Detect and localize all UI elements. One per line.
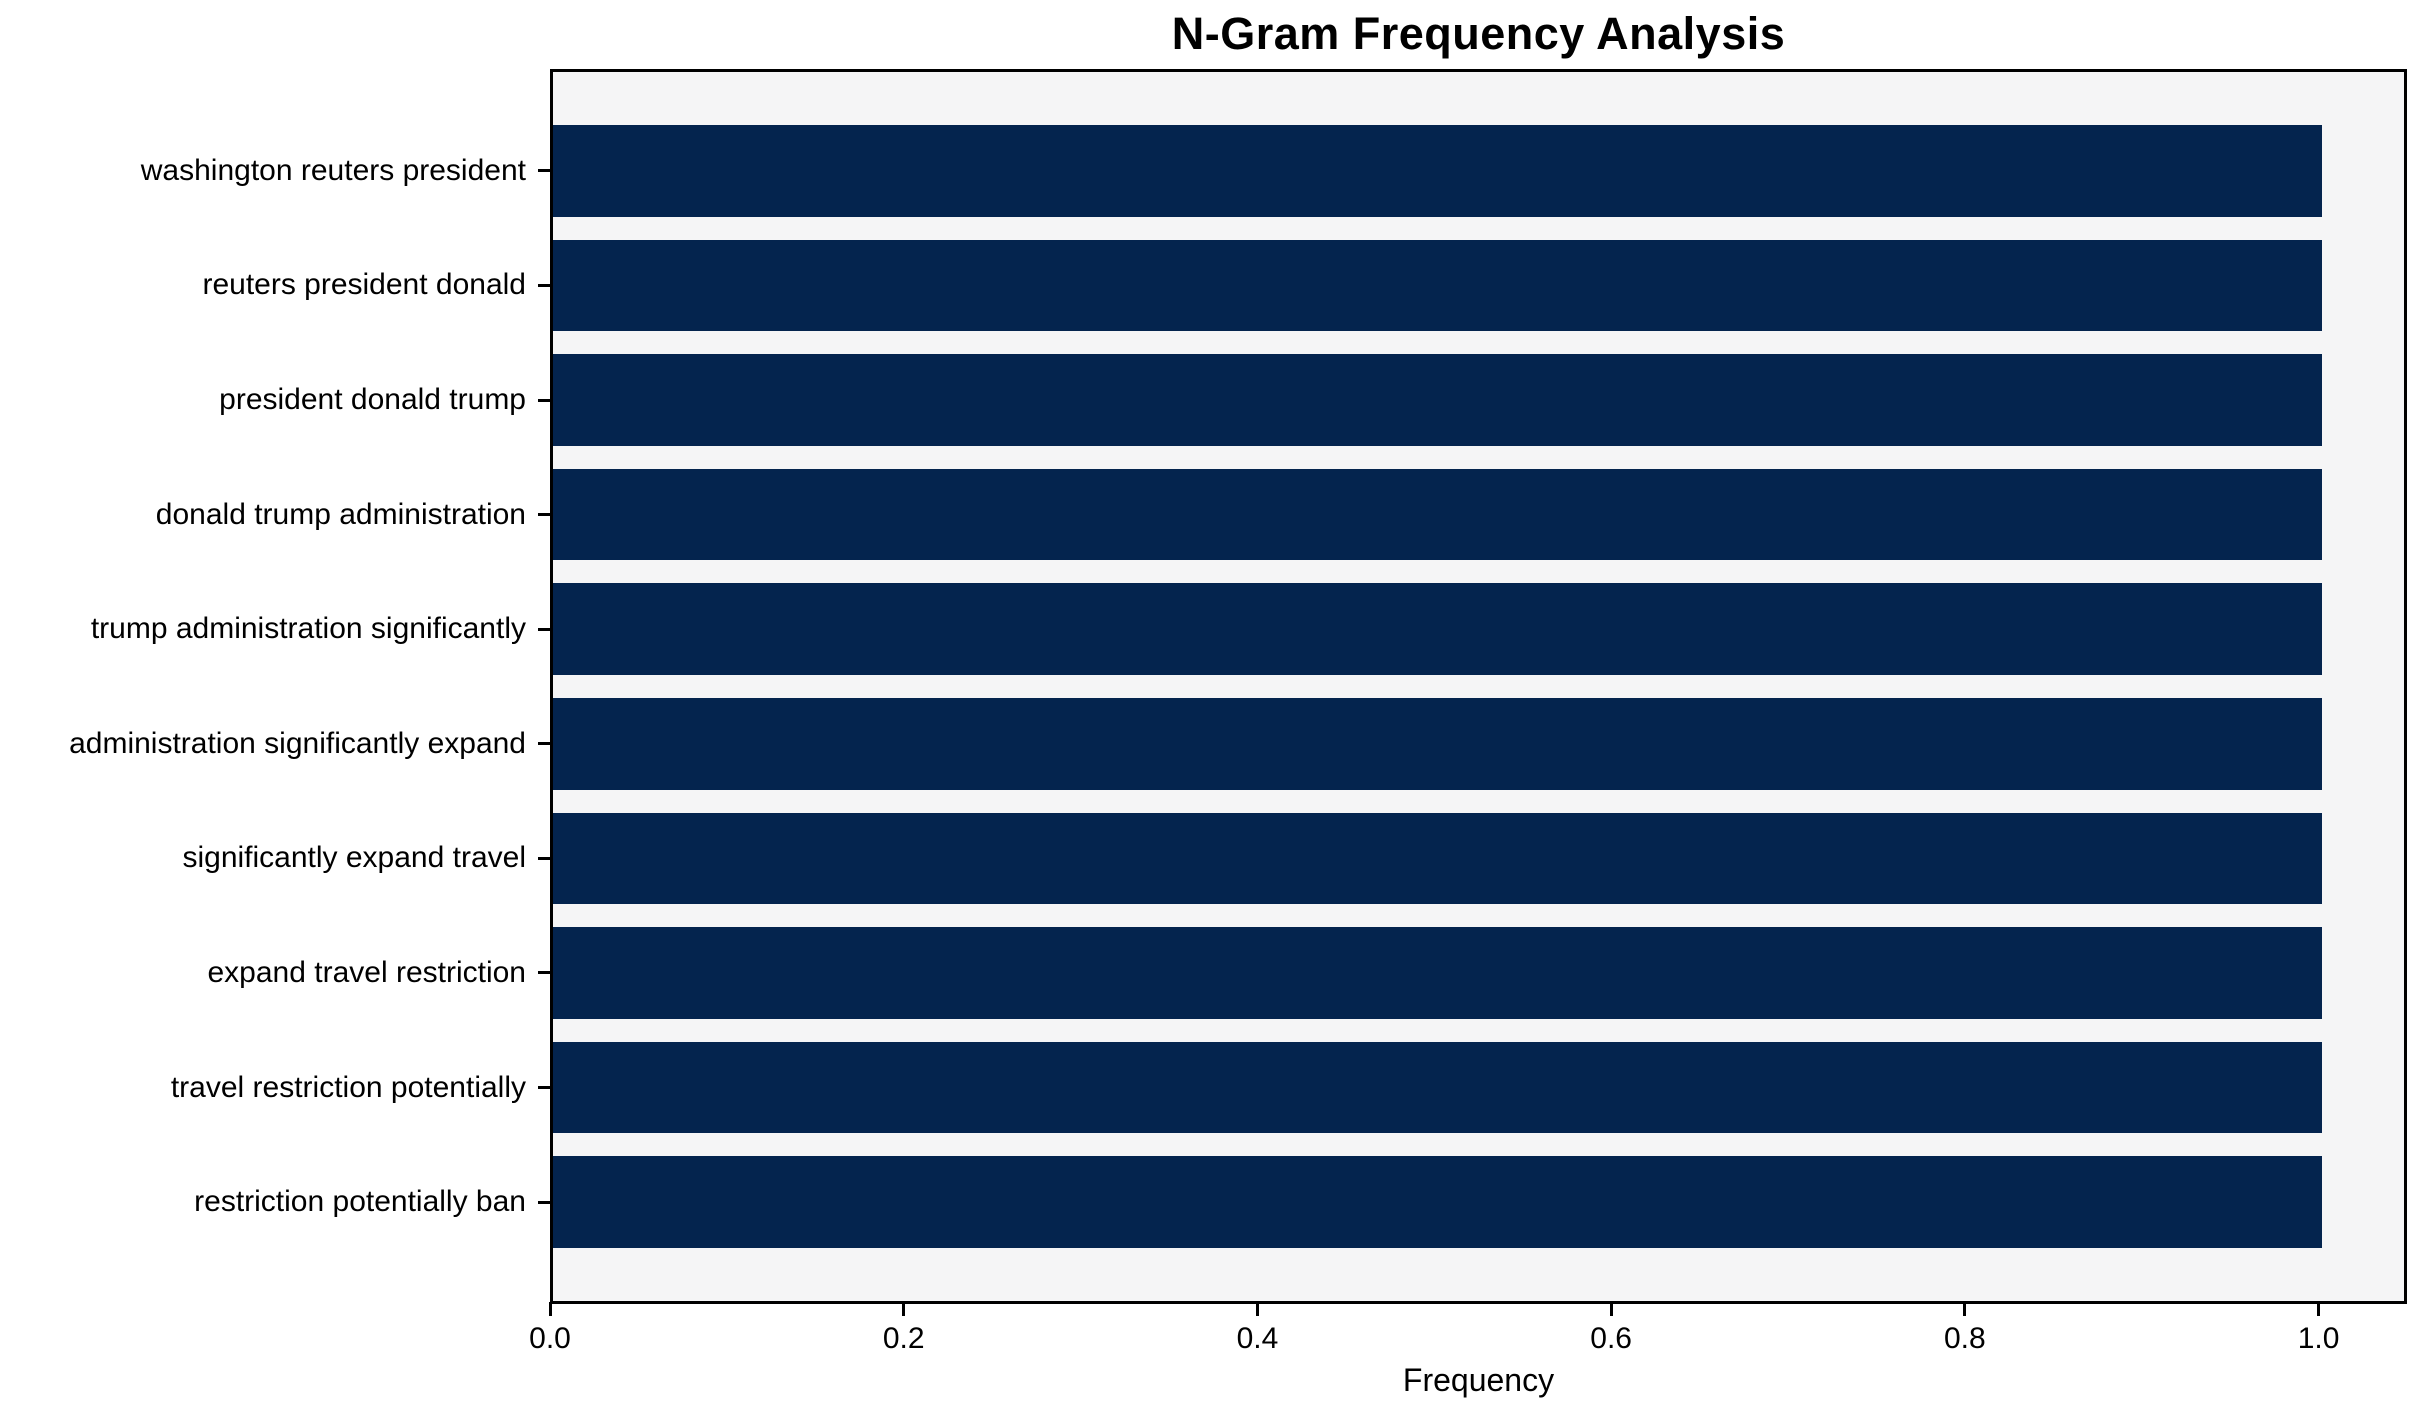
x-tick-label: 1.0 (2297, 1322, 2340, 1355)
y-tick-mark (538, 627, 550, 631)
bar-3 (553, 468, 2322, 561)
bar-4 (553, 583, 2322, 676)
bar-8 (553, 1041, 2322, 1134)
bar-7 (553, 927, 2322, 1019)
y-tick-label: administration significantly expand (69, 726, 526, 760)
x-tick-label: 0.4 (1236, 1322, 1279, 1355)
x-tick-label: 0.8 (1943, 1322, 1986, 1355)
bar-2 (553, 354, 2322, 446)
y-tick-label: washington reuters president (140, 153, 526, 187)
y-tick-mark (538, 513, 550, 517)
x-tick-mark (902, 1302, 906, 1316)
x-tick-mark (1609, 1302, 1613, 1316)
bar-6 (553, 812, 2322, 905)
y-tick-label: donald trump administration (155, 497, 526, 531)
y-tick-mark (538, 398, 550, 402)
y-tick-mark (538, 971, 550, 975)
y-tick-label: expand travel restriction (207, 955, 527, 989)
x-tick-mark (2317, 1302, 2321, 1316)
y-tick-mark (538, 742, 550, 746)
plot-area (550, 69, 2407, 1304)
y-tick-label: president donald trump (219, 383, 526, 417)
y-tick-mark (538, 1086, 550, 1090)
bar-9 (553, 1156, 2322, 1248)
x-tick-mark (548, 1302, 552, 1316)
y-tick-mark (538, 1200, 550, 1204)
x-tick-label: 0.6 (1590, 1322, 1632, 1355)
x-axis-title: Frequency (1402, 1362, 1555, 1398)
x-tick-mark (1963, 1302, 1967, 1316)
x-tick-label: 0.2 (882, 1322, 925, 1355)
y-tick-label: significantly expand travel (182, 841, 526, 875)
y-tick-label: travel restriction potentially (170, 1070, 526, 1104)
chart-title: N-Gram Frequency Analysis (1171, 8, 1786, 59)
y-tick-label: trump administration significantly (90, 612, 526, 646)
y-tick-mark (538, 283, 550, 287)
bar-0 (553, 125, 2322, 217)
bar-1 (553, 239, 2322, 332)
y-tick-mark (538, 169, 550, 173)
y-tick-mark (538, 856, 550, 860)
x-tick-mark (1255, 1302, 1259, 1316)
y-tick-label: restriction potentially ban (194, 1185, 526, 1219)
x-tick-label: 0.0 (529, 1322, 571, 1355)
y-tick-label: reuters president donald (202, 268, 526, 302)
bar-5 (553, 697, 2322, 790)
